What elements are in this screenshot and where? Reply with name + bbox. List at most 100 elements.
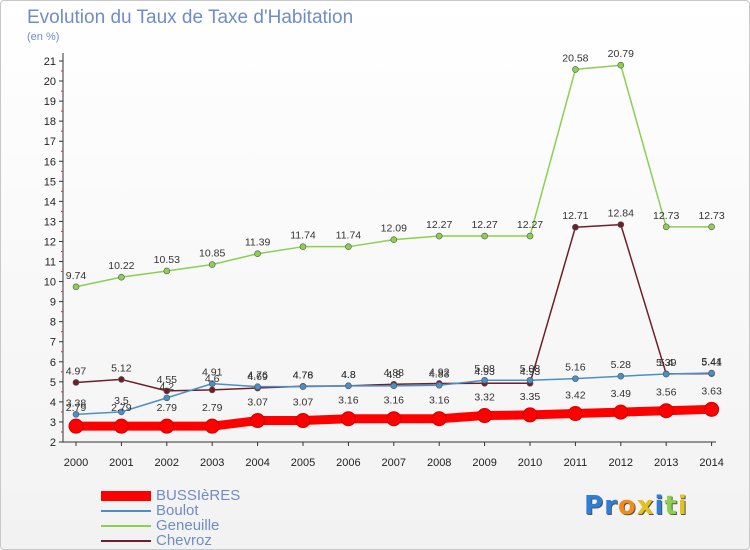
data-point-bussieres: [477, 408, 493, 424]
data-point-boulot: [526, 376, 534, 384]
y-tick-label: 13: [44, 216, 56, 228]
data-label-bussieres: 3.35: [520, 391, 541, 403]
data-label-chevroz: 4.93: [474, 366, 495, 378]
x-tick-label: 2001: [109, 457, 133, 469]
data-label-chevroz: 4.78: [293, 369, 314, 381]
data-label-chevroz: 4.92: [429, 366, 450, 378]
data-point-boulot: [662, 370, 670, 378]
y-tick-label: 18: [44, 116, 56, 128]
legend-label-boulot: Boulot: [156, 502, 199, 519]
y-tick-label: 20: [44, 76, 56, 88]
data-point-geneuille: [708, 223, 715, 231]
logo-letter: o: [617, 491, 637, 521]
data-label-geneuille: 20.79: [608, 48, 634, 60]
data-point-bussieres: [431, 411, 447, 427]
y-tick-label: 16: [44, 156, 56, 168]
y-tick-label: 6: [50, 357, 56, 369]
data-point-boulot: [163, 394, 171, 402]
data-label-bussieres: 3.63: [701, 385, 722, 397]
logo-letter: i: [677, 491, 688, 521]
data-label-bussieres: 3.32: [474, 392, 495, 404]
data-point-boulot: [345, 382, 352, 390]
data-label-geneuille: 10.85: [199, 248, 225, 260]
data-point-bussieres: [159, 418, 175, 434]
x-tick-label: 2005: [291, 457, 315, 469]
y-tick-label: 3: [50, 417, 56, 429]
data-point-geneuille: [299, 243, 307, 250]
data-label-chevroz: 5.41: [701, 357, 722, 369]
data-point-geneuille: [72, 283, 80, 291]
data-point-boulot: [208, 380, 216, 387]
data-point-bussieres: [295, 413, 311, 429]
data-label-bussieres: 2.79: [66, 402, 87, 414]
data-point-bussieres: [658, 403, 674, 419]
legend-swatch-geneuille: [101, 525, 151, 527]
x-tick-label: 2011: [564, 457, 588, 469]
data-label-boulot: 4.83: [429, 368, 450, 380]
data-label-bussieres: 3.07: [293, 397, 314, 409]
data-label-boulot: 5.28: [611, 359, 632, 371]
x-tick-label: 2003: [200, 457, 224, 469]
data-label-boulot: 4.76: [247, 370, 268, 382]
data-point-geneuille: [617, 61, 625, 69]
data-point-bussieres: [522, 407, 538, 423]
data-label-bussieres: 3.42: [565, 390, 586, 402]
data-label-geneuille: 10.22: [108, 260, 134, 272]
data-label-chevroz: 4.93: [520, 366, 541, 378]
data-point-geneuille: [572, 66, 579, 73]
data-point-bussieres: [113, 418, 129, 434]
data-label-geneuille: 9.74: [66, 270, 87, 282]
legend-label-geneuille: Geneuille: [156, 517, 220, 534]
data-label-chevroz: 4.97: [66, 365, 87, 377]
logo-letter: r: [604, 491, 618, 521]
data-point-geneuille: [163, 267, 171, 275]
data-label-bussieres: 3.49: [611, 388, 632, 400]
data-label-geneuille: 12.73: [698, 210, 724, 222]
data-label-geneuille: 11.39: [245, 237, 271, 249]
data-label-geneuille: 12.27: [517, 219, 543, 231]
x-tick-label: 2012: [609, 457, 633, 469]
y-tick-label: 7: [50, 337, 56, 349]
data-point-bussieres: [704, 401, 720, 417]
data-point-boulot: [708, 369, 715, 377]
data-label-chevroz: 5.4: [659, 357, 674, 369]
data-point-geneuille: [118, 273, 125, 281]
data-label-chevroz: 12.71: [562, 210, 588, 222]
data-point-boulot: [390, 382, 398, 390]
data-point-geneuille: [345, 243, 352, 250]
data-label-bussieres: 2.79: [157, 402, 178, 414]
data-label-boulot: 4.8: [341, 369, 356, 381]
legend-swatch-chevroz: [101, 540, 151, 542]
y-tick-label: 17: [44, 136, 56, 148]
logo-letter: i: [654, 491, 665, 521]
data-label-boulot: 5.16: [565, 362, 586, 374]
logo-letter: x: [636, 491, 655, 521]
data-point-boulot: [481, 376, 488, 384]
x-tick-label: 2006: [336, 457, 360, 469]
x-tick-label: 2007: [382, 457, 406, 469]
data-label-boulot: 3.5: [114, 395, 129, 407]
data-label-geneuille: 12.09: [381, 223, 407, 235]
data-label-boulot: 4.2: [159, 381, 174, 393]
y-tick-label: 9: [50, 297, 56, 309]
data-point-bussieres: [386, 411, 402, 427]
logo-letter: t: [664, 491, 678, 521]
data-label-geneuille: 12.27: [471, 219, 497, 231]
data-point-boulot: [118, 408, 125, 416]
data-point-boulot: [617, 372, 625, 380]
data-point-boulot: [572, 375, 579, 382]
logo-letter: P: [584, 491, 605, 521]
data-label-geneuille: 11.74: [336, 230, 362, 242]
chart-title: Evolution du Taux de Taxe d'Habitation: [27, 7, 354, 28]
data-point-geneuille: [254, 250, 261, 258]
data-point-geneuille: [208, 261, 216, 268]
data-point-chevroz: [617, 221, 625, 228]
x-tick-label: 2000: [64, 457, 88, 469]
data-label-boulot: 4.91: [202, 367, 223, 379]
data-point-bussieres: [68, 418, 84, 434]
data-point-bussieres: [613, 404, 629, 420]
data-label-bussieres: 2.79: [111, 402, 132, 414]
data-point-chevroz: [163, 387, 171, 395]
data-label-chevroz: 4.6: [205, 373, 220, 385]
data-point-boulot: [254, 383, 261, 390]
